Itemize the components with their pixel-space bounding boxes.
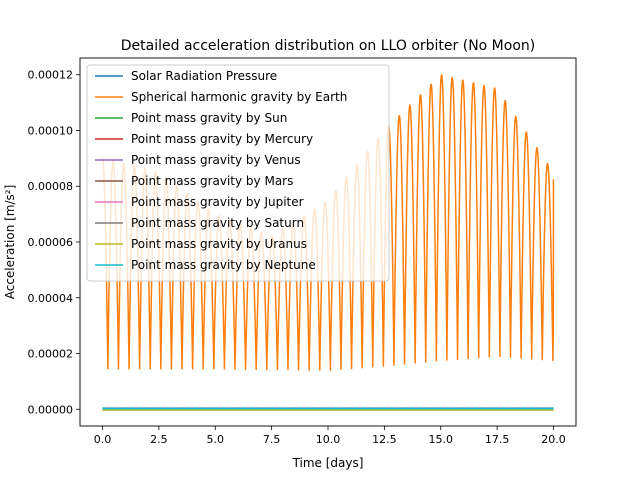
- legend-entry: Point mass gravity by Saturn: [131, 216, 304, 230]
- legend-entry: Point mass gravity by Jupiter: [131, 195, 304, 209]
- x-tick-label: 7.5: [263, 433, 281, 446]
- x-tick-label: 10.0: [316, 433, 341, 446]
- legend-entry: Point mass gravity by Sun: [131, 111, 287, 125]
- chart-title: Detailed acceleration distribution on LL…: [121, 38, 535, 54]
- x-axis: 0.0 2.5 5.0 7.5 10.0 12.5 15.0 17.5 20.0: [94, 426, 566, 446]
- y-tick-label: 0.00004: [28, 292, 74, 305]
- y-axis: 0.00000 0.00002 0.00004 0.00006 0.00008 0.000…: [28, 69, 80, 416]
- legend-entry: Point mass gravity by Neptune: [131, 258, 316, 272]
- legend-entry: Point mass gravity by Venus: [131, 153, 301, 167]
- x-tick-label: 0.0: [94, 433, 112, 446]
- legend-entry: Point mass gravity by Mercury: [131, 132, 313, 146]
- legend-box: [86, 64, 390, 282]
- legend-entry: Spherical harmonic gravity by Earth: [131, 90, 347, 104]
- y-axis-label: Acceleration [m/s²]: [3, 185, 17, 300]
- x-tick-label: 20.0: [541, 433, 566, 446]
- x-tick-label: 2.5: [150, 433, 168, 446]
- legend-entry: Point mass gravity by Uranus: [131, 237, 307, 251]
- legend-entry: Solar Radiation Pressure: [131, 69, 277, 83]
- y-tick-label: 0.00010: [28, 124, 74, 137]
- y-tick-label: 0.00002: [28, 348, 74, 361]
- x-tick-label: 15.0: [428, 433, 453, 446]
- x-tick-label: 5.0: [207, 433, 225, 446]
- legend-entry: Point mass gravity by Mars: [131, 174, 293, 188]
- x-tick-label: 12.5: [372, 433, 397, 446]
- y-tick-label: 0.00006: [28, 236, 74, 249]
- y-tick-label: 0.00008: [28, 180, 74, 193]
- y-tick-label: 0.00000: [28, 403, 74, 416]
- legend: Solar Radiation Pressure Spherical harmon…: [86, 64, 390, 282]
- y-tick-label: 0.00012: [28, 69, 74, 82]
- x-tick-label: 17.5: [485, 433, 510, 446]
- x-axis-label: Time [days]: [292, 456, 364, 470]
